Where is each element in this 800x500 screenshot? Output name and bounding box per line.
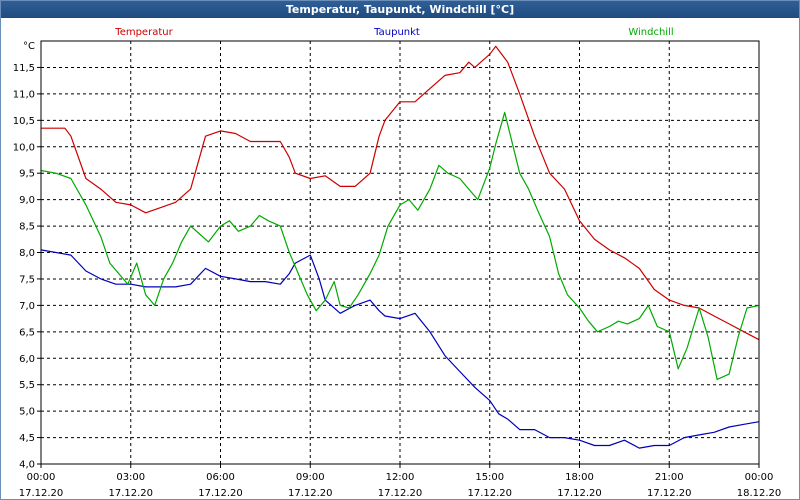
x-tick-time: 03:00 <box>116 472 145 483</box>
grid <box>41 41 759 464</box>
y-tick-label: 4,5 <box>19 433 35 444</box>
y-tick-label: 10,0 <box>13 142 35 153</box>
x-tick-time: 21:00 <box>655 472 684 483</box>
x-tick-time: 12:00 <box>386 472 415 483</box>
y-tick-label: 11,5 <box>13 63 35 74</box>
x-tick-time: 06:00 <box>206 472 235 483</box>
y-tick-label: 4,0 <box>19 460 35 471</box>
x-tick-time: 15:00 <box>475 472 504 483</box>
y-tick-label: 6,0 <box>19 354 35 365</box>
y-tick-label: 11,0 <box>13 89 35 100</box>
y-tick-label: 5,5 <box>19 380 35 391</box>
y-tick-label: 7,5 <box>19 274 35 285</box>
y-tick-label: 8,0 <box>19 248 35 259</box>
y-tick-label: 9,0 <box>19 195 35 206</box>
x-tick-time: 18:00 <box>565 472 594 483</box>
x-tick-date: 17.12.20 <box>288 488 333 499</box>
series-line-taupunkt <box>40 249 760 449</box>
series-line-temperatur <box>41 45 760 341</box>
y-tick-label: 6,5 <box>19 327 35 338</box>
x-tick-date: 17.12.20 <box>467 488 512 499</box>
series-lines <box>40 45 760 449</box>
y-tick-label: 7,0 <box>19 301 35 312</box>
legend-taupunkt: Taupunkt <box>373 27 420 38</box>
x-tick-date: 17.12.20 <box>108 488 153 499</box>
x-tick-time: 09:00 <box>296 472 325 483</box>
x-tick-time: 00:00 <box>745 472 774 483</box>
series-line-windchill <box>40 111 760 380</box>
legend: Temperatur Taupunkt Windchill <box>114 27 673 38</box>
x-tick-date: 17.12.20 <box>19 488 64 499</box>
y-tick-label: 9,5 <box>19 169 35 180</box>
legend-windchill: Windchill <box>628 27 673 38</box>
x-tick-time: 00:00 <box>27 472 56 483</box>
y-tick-label: 10,5 <box>13 116 35 127</box>
x-tick-date: 17.12.20 <box>647 488 692 499</box>
legend-temperatur: Temperatur <box>114 27 173 38</box>
x-tick-date: 17.12.20 <box>557 488 602 499</box>
x-tick-date: 17.12.20 <box>378 488 423 499</box>
axes: 4,0 4,5 5,0 5,5 6,0 6,5 7,0 7,5 8,0 8,5 9,0 9,5 10,0… <box>13 41 782 499</box>
y-tick-label: 8,5 <box>19 222 35 233</box>
window-title: Temperatur, Taupunkt, Windchill [°C] <box>1 1 799 18</box>
x-tick-date: 17.12.20 <box>198 488 243 499</box>
x-tick-date: 18.12.20 <box>737 488 782 499</box>
y-tick-label: 5,0 <box>19 407 35 418</box>
y-unit-label: °C <box>23 41 35 52</box>
